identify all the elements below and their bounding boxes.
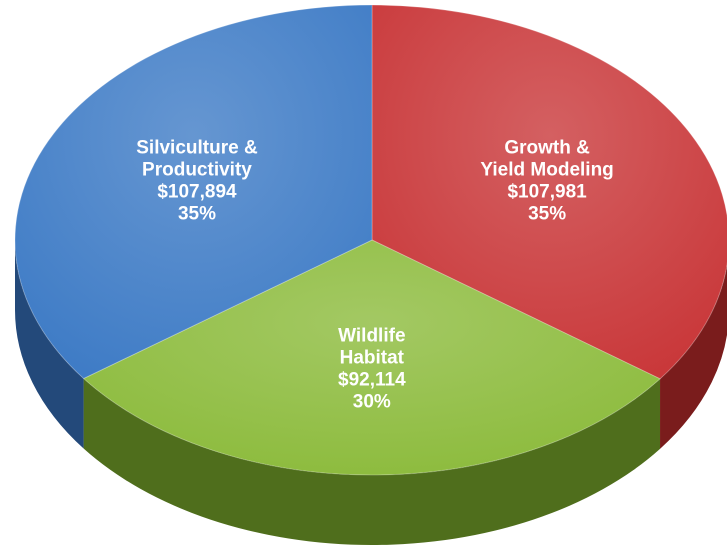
percent-label: 30% [353,391,391,412]
category-label: Silviculture & [136,137,258,158]
value-label: $107,894 [157,181,237,202]
slice [371,4,727,380]
slice-side [660,264,727,449]
category-label: Habitat [340,347,405,368]
category-label: Wildlife [338,325,405,346]
slice-side [15,240,84,449]
category-label: Growth & [504,138,590,159]
percent-label: 35% [528,204,566,225]
value-label: $92,114 [338,369,406,390]
percent-label: 35% [178,203,216,224]
slice [82,239,661,476]
category-label: Productivity [142,159,252,180]
slice [14,4,373,380]
slice-side [83,378,661,545]
category-label: Yield Modeling [480,160,613,181]
value-label: $107,981 [507,182,587,203]
